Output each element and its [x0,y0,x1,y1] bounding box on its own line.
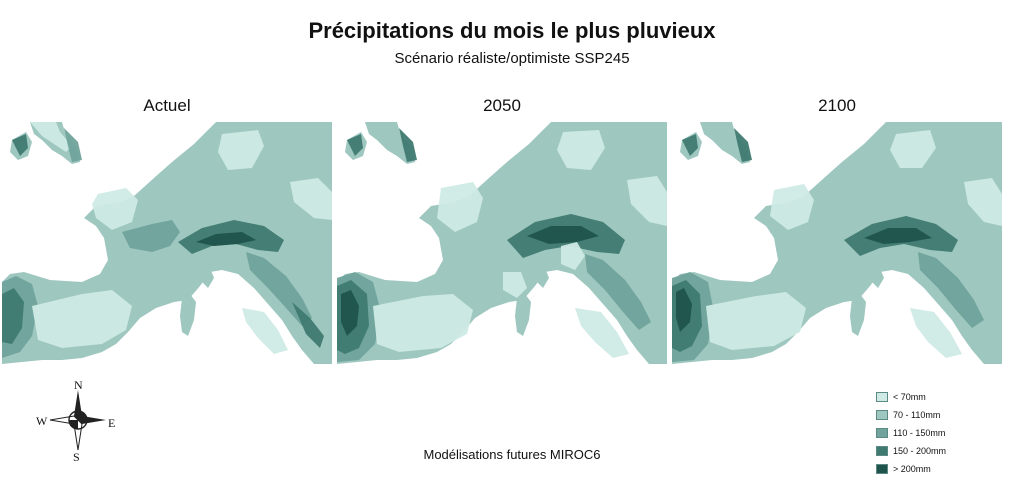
legend-item: 150 - 200mm [876,442,946,459]
panel-label-2050: 2050 [483,96,521,115]
legend-label: 70 - 110mm [893,409,941,420]
compass-south-label: S [73,450,80,464]
precipitation-zone [561,242,585,270]
precipitation-zone [770,184,814,230]
map-title: Précipitations du mois le plus pluvieux [308,18,716,43]
precipitation-zone [627,176,667,226]
island-shape [872,268,884,288]
precipitation-zone [196,232,256,246]
precipitation-zone [242,308,288,354]
precipitation-zone [734,128,752,162]
precipitation-zone [910,308,962,358]
island-shape [365,122,415,164]
precipitation-zone [2,288,24,344]
precipitation-zone [12,134,28,156]
precipitation-zone [575,308,629,358]
precipitation-zone [527,226,599,244]
legend-label: 150 - 200mm [893,445,947,456]
precipitation-zone [292,302,324,348]
panel-label-actuel: Actuel [143,96,191,115]
compass-icon [49,390,106,451]
precipitation-zone [706,292,806,350]
precipitation-zone [437,182,483,232]
precipitation-map [2,122,332,364]
precipitation-zone [890,130,936,168]
legend-item: 110 - 150mm [876,424,946,441]
precipitation-zone [218,130,264,170]
island-shape [850,294,866,336]
precipitation-zone [503,272,527,298]
precipitation-zone [92,188,138,230]
legend-swatch [876,391,888,402]
precipitation-zone [30,122,72,152]
precipitation-zone [32,290,132,348]
island-shape [202,268,214,288]
island-shape [537,268,549,288]
legend-label: < 70mm [893,391,926,402]
legend-item: < 70mm [876,388,946,405]
precipitation-map [337,122,667,364]
panel-label-2100: 2100 [818,96,856,115]
legend-item: 70 - 110mm [876,406,946,423]
legend-label: 110 - 150mm [893,427,946,438]
compass-west-label: W [36,414,48,428]
compass-east-label: E [108,416,116,430]
precipitation-zone [122,220,180,252]
precipitation-map [672,122,1002,364]
island-shape [180,294,196,336]
legend: < 70mm 70 - 110mm 110 - 150mm 150 - 200m… [876,388,946,478]
map-panel-2050 [337,122,667,364]
compass-rose: N W E S [34,378,126,464]
precipitation-zone [373,294,473,352]
footer-credit: Modélisations futures MIROC6 [423,447,601,462]
map-panel-actuel [2,122,332,364]
map-panel-2100 [672,122,1002,364]
map-subtitle: Scénario réaliste/optimiste SSP245 [394,50,630,67]
precipitation-zone [64,128,82,162]
island-shape [700,122,750,164]
precipitation-zone [964,178,1002,226]
precipitation-zone [290,178,332,220]
precipitation-zone [585,254,651,330]
precipitation-zone [918,252,984,328]
legend-swatch [876,427,888,438]
compass-north-label: N [74,378,83,392]
precipitation-zone [347,134,363,156]
precipitation-zone [864,228,932,244]
legend-swatch [876,445,888,456]
island-shape [515,294,531,336]
precipitation-zone [399,128,417,162]
legend-swatch [876,409,888,420]
precipitation-zone [682,134,698,156]
precipitation-zone [676,288,692,332]
precipitation-zone [557,130,605,170]
precipitation-zone [341,290,359,336]
